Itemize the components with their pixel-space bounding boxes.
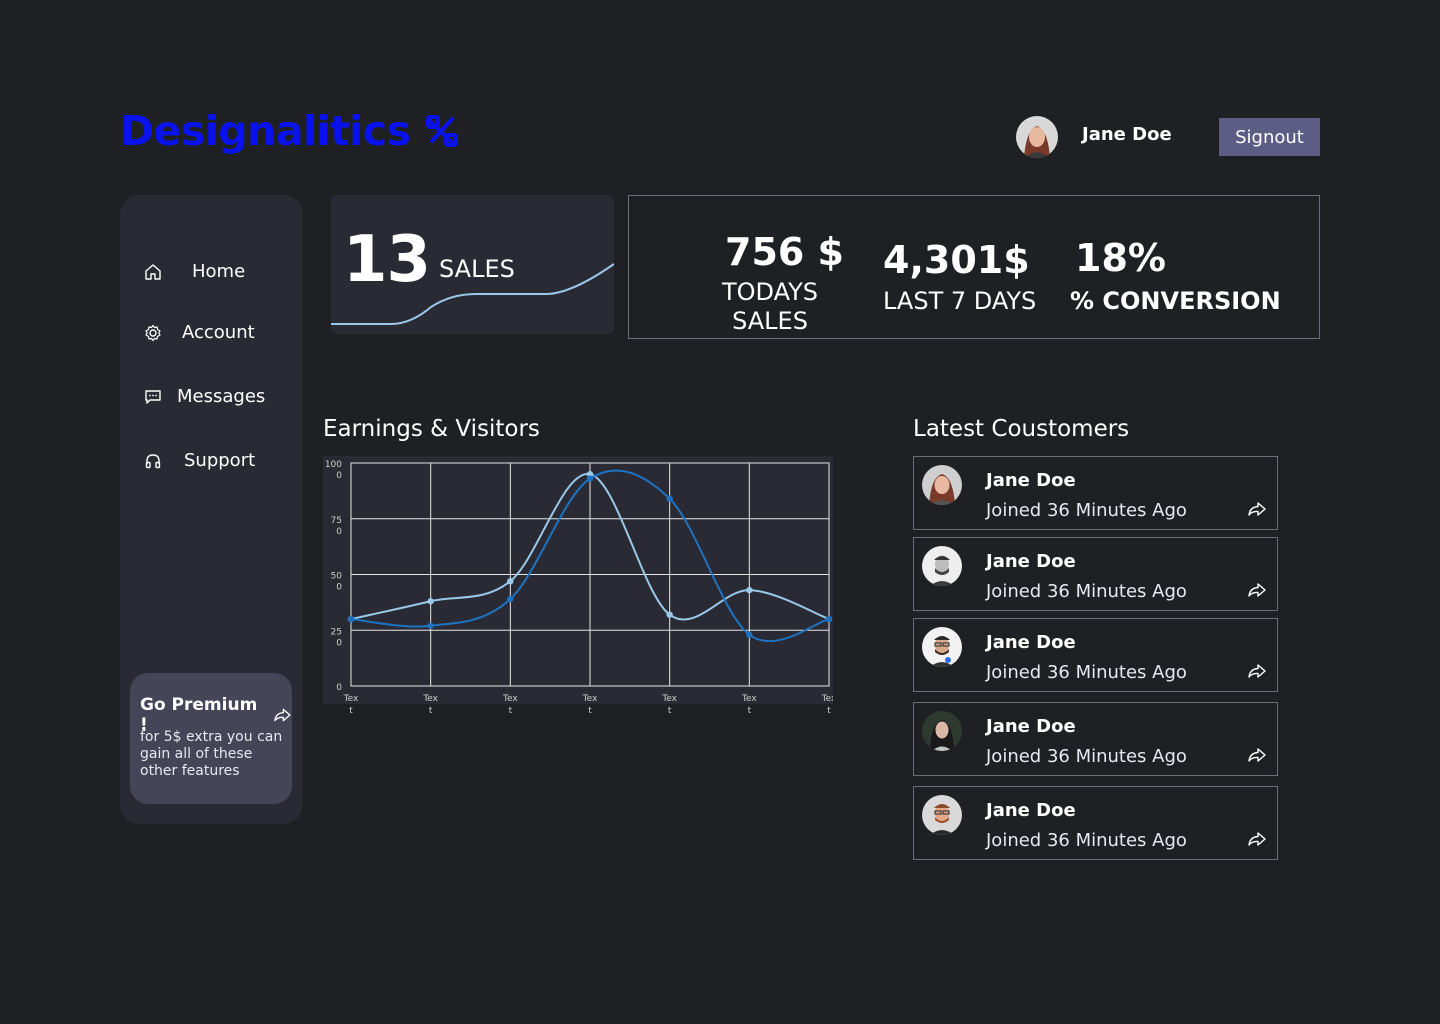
x-tick-label: Tex [343, 694, 359, 704]
customers-title: Latest Coustomers [913, 416, 1130, 442]
sidebar-item-messages[interactable]: Messages [144, 386, 265, 407]
signout-button[interactable]: Signout [1219, 118, 1320, 156]
brand-logo[interactable]: Designalitics [120, 104, 460, 158]
gear-icon [145, 324, 161, 341]
share-arrow-icon[interactable] [1247, 831, 1267, 849]
customer-row[interactable]: Jane Doe Joined 36 Minutes Ago [913, 537, 1278, 611]
user-name: Jane Doe [1082, 124, 1172, 145]
data-point [427, 622, 434, 629]
home-icon [145, 263, 161, 280]
share-arrow-icon[interactable] [1247, 582, 1267, 600]
data-point [666, 495, 673, 502]
chart-background [323, 456, 833, 704]
x-tick-label: Tex [741, 694, 757, 704]
customer-name: Jane Doe [986, 551, 1076, 572]
y-tick-label: 25 [331, 627, 342, 637]
sidebar-item-account[interactable]: Account [144, 322, 255, 343]
sidebar-item-support[interactable]: Support [144, 450, 255, 471]
premium-title: Go Premium ! [140, 695, 258, 735]
y-tick-label: 50 [331, 572, 343, 582]
sidebar-item-home[interactable]: Home [144, 261, 245, 282]
customer-row[interactable]: Jane Doe Joined 36 Minutes Ago [913, 456, 1278, 530]
customer-joined: Joined 36 Minutes Ago [986, 500, 1187, 521]
share-arrow-icon[interactable] [1247, 501, 1267, 519]
stat-week-label: LAST 7 DAYS [883, 287, 1037, 315]
y-tick-label: 0 [336, 683, 342, 693]
earnings-title: Earnings & Visitors [323, 416, 540, 442]
chat-icon [145, 389, 161, 404]
sidebar-item-label: Support [184, 450, 256, 471]
customer-row[interactable]: Jane Doe Joined 36 Minutes Ago [913, 786, 1278, 860]
x-tick-label: t [429, 706, 433, 716]
premium-text: for 5$ extra you can gain all of these o… [140, 729, 283, 779]
sidebar-item-label: Home [192, 261, 246, 282]
data-point [347, 615, 355, 623]
x-tick-label: Tex [661, 694, 677, 704]
sidebar: Home Account Messages Support Go Premium… [120, 195, 303, 824]
x-tick-label: Tex [821, 694, 833, 704]
customer-name: Jane Doe [986, 632, 1076, 653]
data-point [427, 598, 434, 605]
share-arrow-icon[interactable] [273, 707, 292, 723]
data-point [507, 577, 514, 585]
data-point [666, 611, 673, 618]
stat-today-label: TODAYS SALES [721, 278, 819, 335]
customer-name: Jane Doe [986, 470, 1076, 491]
customer-row[interactable]: Jane Doe Joined 36 Minutes Ago [913, 702, 1278, 776]
customer-name: Jane Doe [986, 800, 1076, 821]
stat-conversion-value: 18% [1075, 236, 1166, 280]
data-point [586, 475, 594, 482]
premium-title-row: Go Premium ! [140, 695, 292, 735]
y-tick-label: 0 [336, 638, 342, 648]
customer-avatar [922, 711, 962, 751]
y-tick-label: 0 [336, 471, 342, 481]
sales-count: 13 [343, 223, 431, 297]
data-point [507, 595, 514, 603]
customer-joined: Joined 36 Minutes Ago [986, 830, 1187, 851]
y-tick-label: 75 [331, 516, 342, 526]
share-arrow-icon[interactable] [1247, 663, 1267, 681]
data-point [746, 586, 753, 594]
data-point [746, 631, 753, 638]
customer-joined: Joined 36 Minutes Ago [986, 581, 1187, 602]
y-tick-label: 0 [336, 527, 342, 537]
brand-mark-icon [426, 115, 459, 147]
x-tick-label: t [588, 706, 592, 716]
customer-name: Jane Doe [986, 716, 1076, 737]
customer-avatar [922, 795, 962, 835]
sidebar-item-label: Account [182, 322, 255, 343]
stat-today-value: 756 $ [725, 230, 844, 274]
data-point [825, 615, 833, 623]
x-tick-label: Tex [502, 694, 518, 704]
x-tick-label: Tex [422, 694, 438, 704]
customer-avatar [922, 627, 962, 667]
stat-conversion-label: % CONVERSION [1070, 287, 1281, 315]
sales-card: 13 SALES [331, 195, 614, 334]
share-arrow-icon[interactable] [1247, 747, 1267, 765]
data-point [586, 470, 594, 478]
stat-week-value: 4,301$ [883, 238, 1030, 282]
x-tick-label: Tex [582, 694, 598, 704]
customer-avatar [922, 465, 962, 505]
sales-label: SALES [439, 255, 515, 283]
brand-title: Designalitics [120, 107, 411, 155]
earnings-chart: 02505007501000TextTextTextTextTextTextTe… [323, 456, 833, 716]
customer-avatar [922, 546, 962, 586]
customer-joined: Joined 36 Minutes Ago [986, 662, 1187, 683]
x-tick-label: t [509, 706, 513, 716]
customer-row[interactable]: Jane Doe Joined 36 Minutes Ago [913, 618, 1278, 692]
customer-joined: Joined 36 Minutes Ago [986, 746, 1187, 767]
x-tick-label: t [349, 706, 353, 716]
y-tick-label: 0 [336, 583, 342, 593]
user-avatar[interactable] [1016, 116, 1058, 158]
headphones-icon [145, 453, 161, 468]
x-tick-label: t [827, 706, 831, 716]
premium-card[interactable]: Go Premium ! for 5$ extra you can gain a… [130, 673, 292, 804]
x-tick-label: t [748, 706, 752, 716]
sidebar-item-label: Messages [177, 386, 266, 407]
stats-panel: 756 $ TODAYS SALES 4,301$ LAST 7 DAYS 18… [628, 195, 1320, 339]
sales-sparkline [331, 263, 614, 325]
x-tick-label: t [668, 706, 672, 716]
y-tick-label: 100 [325, 460, 342, 470]
